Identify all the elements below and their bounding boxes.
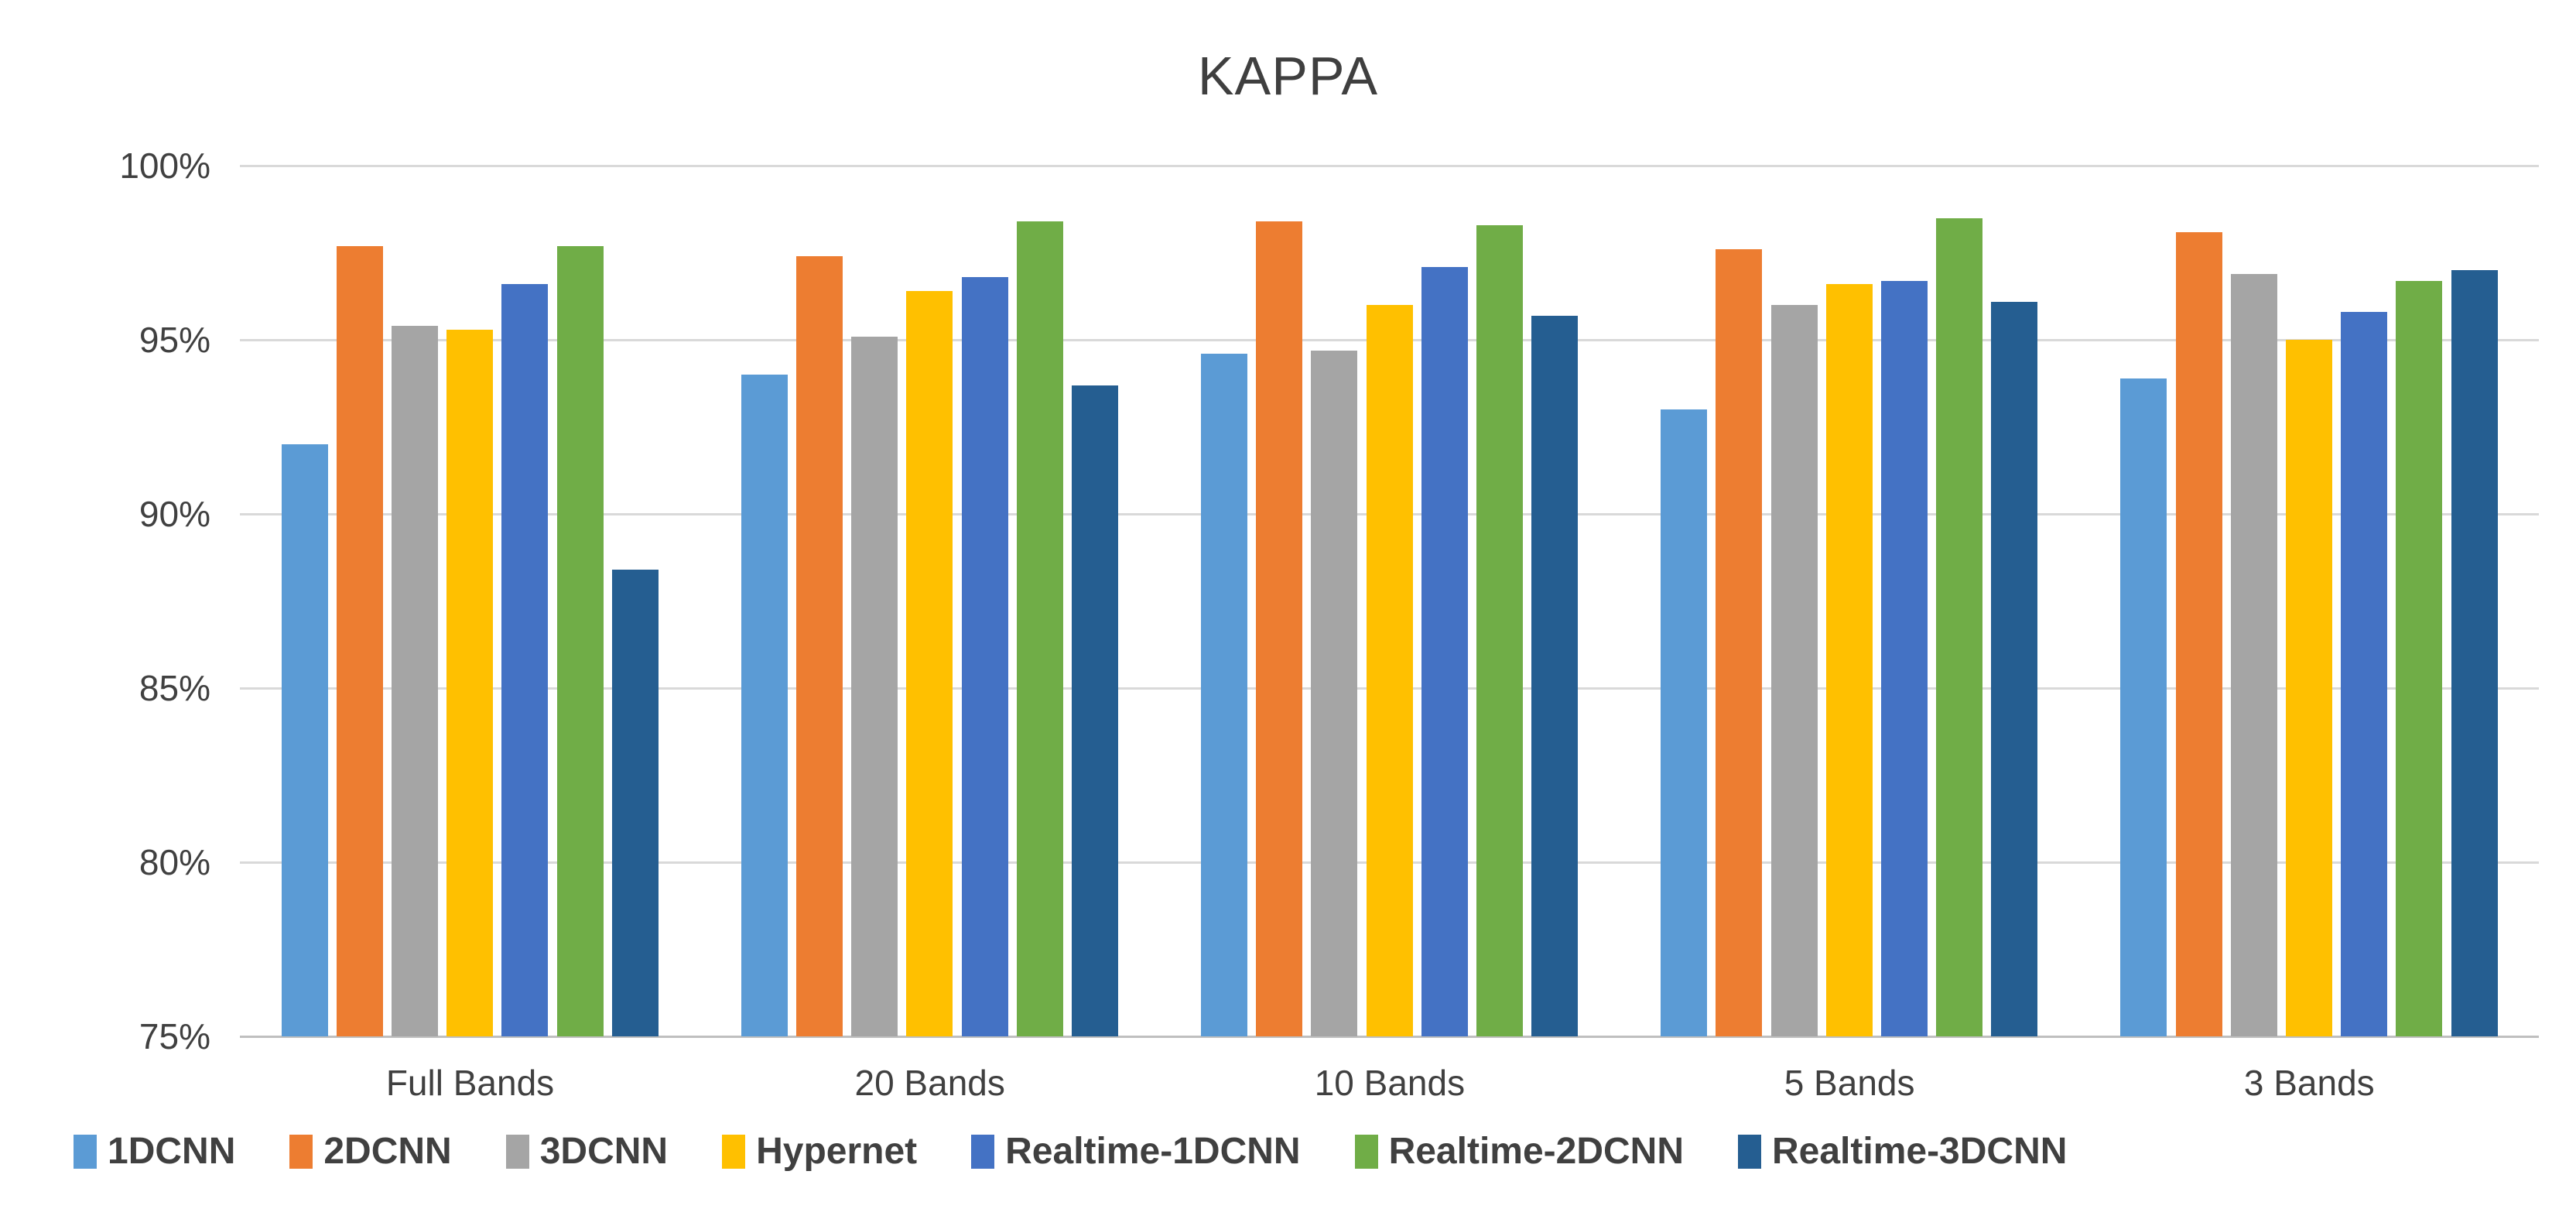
bar-hypernet-3-bands [2285,340,2332,1036]
bar-2dcnn-full-bands [336,245,383,1036]
bar-realtime-1dcnn-3-bands [2341,312,2388,1036]
x-category-label-10-bands: 10 Bands [1314,1063,1466,1103]
legend-item-2dcnn: 2DCNN [289,1130,452,1173]
bar-1dcnn-3-bands [2120,378,2167,1036]
legend-item-realtime-2dcnn: Realtime-2DCNN [1354,1130,1684,1173]
bar-hypernet-5-bands [1825,284,1873,1036]
legend-label-2dcnn: 2DCNN [323,1131,452,1172]
legend-label-realtime-3dcnn: Realtime-3DCNN [1771,1131,2068,1172]
bar-3dcnn-full-bands [391,326,438,1036]
bar-realtime-1dcnn-10-bands [1421,266,1468,1036]
bar-1dcnn-10-bands [1200,354,1247,1036]
bar-2dcnn-3-bands [2175,231,2222,1036]
bar-realtime-1dcnn-5-bands [1880,280,1928,1036]
bar-hypernet-20-bands [906,291,953,1036]
x-category-label-5-bands: 5 Bands [1784,1063,1915,1103]
bar-realtime-3dcnn-5-bands [1991,301,2038,1036]
bar-2dcnn-20-bands [795,256,843,1036]
bar-realtime-2dcnn-10-bands [1476,224,1523,1036]
bar-realtime-2dcnn-full-bands [556,245,604,1036]
bar-1dcnn-20-bands [741,375,788,1036]
bar-realtime-1dcnn-full-bands [501,284,549,1036]
chart-legend: 1DCNN 2DCNN 3DCNN Hypernet Realtime-1DCNN Rea… [74,1130,2067,1173]
legend-marker-2dcnn [289,1134,313,1169]
legend-marker-hypernet [722,1134,746,1169]
y-tick-label-80: 80% [139,842,210,882]
bar-realtime-1dcnn-20-bands [961,277,1008,1036]
bar-realtime-3dcnn-full-bands [611,570,659,1036]
bar-3dcnn-10-bands [1311,350,1358,1036]
chart-title: KAPPA [1197,46,1379,106]
legend-label-realtime-1dcnn: Realtime-1DCNN [1005,1131,1301,1172]
y-tick-label-100: 100% [119,146,210,186]
bar-3dcnn-5-bands [1770,305,1818,1036]
legend-marker-3dcnn [505,1134,529,1169]
legend-label-1dcnn: 1DCNN [108,1131,236,1172]
y-tick-label-85: 85% [139,668,210,708]
legend-label-hypernet: Hypernet [756,1131,918,1172]
legend-item-3dcnn: 3DCNN [505,1130,669,1173]
x-category-label-full-bands: Full Bands [385,1063,555,1103]
bar-realtime-3dcnn-10-bands [1531,315,1579,1036]
x-axis-line [240,1035,2539,1038]
y-tick-label-95: 95% [139,320,210,360]
bar-realtime-2dcnn-20-bands [1016,221,1063,1036]
bar-1dcnn-5-bands [1661,409,1708,1036]
bar-hypernet-full-bands [446,329,494,1036]
bar-2dcnn-5-bands [1716,249,1763,1036]
bar-1dcnn-full-bands [281,444,328,1036]
legend-label-3dcnn: 3DCNN [539,1131,669,1172]
bar-hypernet-10-bands [1366,305,1413,1036]
y-tick-label-75: 75% [139,1016,210,1056]
plot-area [240,164,2539,1038]
legend-item-realtime-3dcnn: Realtime-3DCNN [1737,1130,2068,1173]
legend-marker-realtime-1dcnn [971,1134,995,1169]
legend-item-1dcnn: 1DCNN [74,1130,235,1173]
bar-realtime-2dcnn-5-bands [1936,217,1983,1036]
x-category-label-3-bands: 3 Bands [2243,1063,2375,1103]
gridline-100 [240,164,2539,167]
legend-item-realtime-1dcnn: Realtime-1DCNN [971,1130,1301,1173]
x-category-label-20-bands: 20 Bands [854,1063,1005,1103]
legend-item-hypernet: Hypernet [722,1130,917,1173]
bar-realtime-3dcnn-20-bands [1071,385,1118,1036]
legend-label-realtime-2dcnn: Realtime-2DCNN [1388,1131,1684,1172]
bar-3dcnn-20-bands [851,336,898,1036]
bar-3dcnn-3-bands [2230,273,2277,1036]
legend-marker-realtime-2dcnn [1354,1134,1378,1169]
bar-realtime-2dcnn-3-bands [2396,280,2443,1036]
bar-2dcnn-10-bands [1256,221,1303,1036]
y-tick-label-90: 90% [139,494,210,534]
legend-marker-realtime-3dcnn [1737,1134,1761,1169]
legend-marker-1dcnn [74,1134,97,1169]
bar-realtime-3dcnn-3-bands [2451,270,2498,1036]
